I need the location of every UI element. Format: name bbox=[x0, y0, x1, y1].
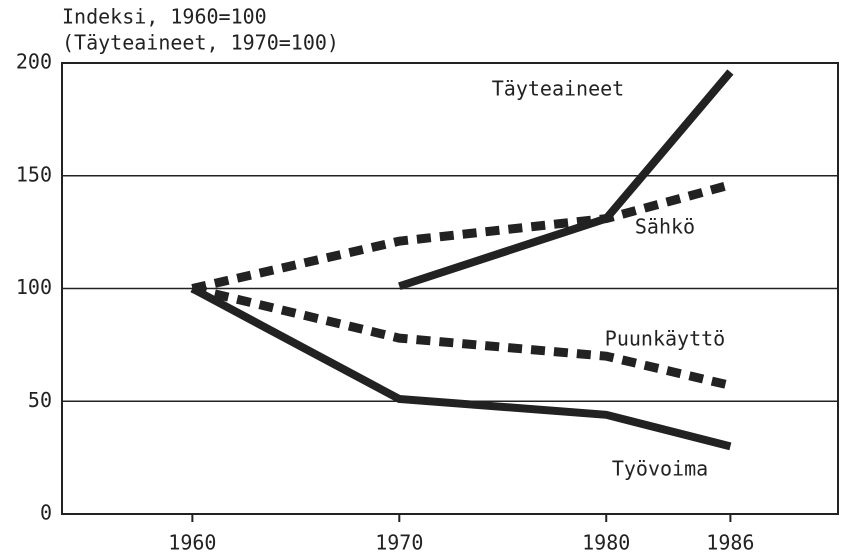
series-label: Täyteaineet bbox=[492, 77, 624, 101]
series-line bbox=[398, 69, 734, 291]
series-label: Sähkö bbox=[635, 215, 695, 239]
series-label: Puunkäyttö bbox=[605, 327, 725, 351]
y-tick-label: 200 bbox=[16, 50, 52, 74]
series-line bbox=[191, 180, 732, 293]
chart-subtitle: (Täyteaineet, 1970=100) bbox=[62, 31, 339, 55]
y-tick-label: 150 bbox=[16, 162, 52, 186]
x-tick-label: 1960 bbox=[168, 531, 216, 555]
x-tick-label: 1986 bbox=[706, 531, 754, 555]
x-tick-label: 1970 bbox=[375, 531, 423, 555]
x-tick-label: 1980 bbox=[582, 531, 630, 555]
chart-title: Indeksi, 1960=100 bbox=[62, 5, 267, 29]
y-tick-label: 50 bbox=[28, 388, 52, 412]
y-tick-label: 0 bbox=[40, 501, 52, 525]
series-line bbox=[191, 284, 732, 390]
series-label: Työvoima bbox=[612, 457, 708, 481]
y-tick-label: 100 bbox=[16, 275, 52, 299]
series-line bbox=[190, 284, 732, 451]
